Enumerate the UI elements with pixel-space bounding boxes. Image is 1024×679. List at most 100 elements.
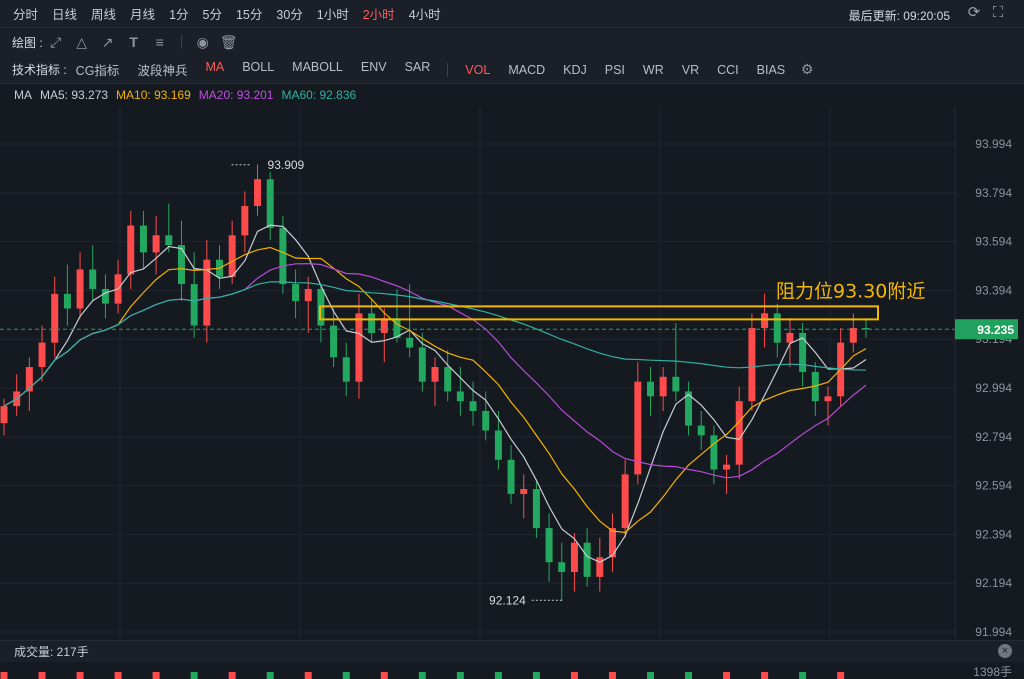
triangle-tool-icon[interactable]: △ [76,33,88,50]
candle-body [406,337,414,348]
indicators-label: 技术指标 : [12,63,67,77]
candle-body [25,367,33,392]
indicator-tab[interactable]: CCI [717,62,739,77]
volume-bar [380,672,388,679]
ma10-value: MA10: 93.169 [116,88,191,102]
toolbar-divider [180,35,182,49]
period-tab[interactable]: 15分 [235,8,263,22]
indicator-tab[interactable]: WR [642,62,664,77]
candle-body [228,235,236,277]
indicator-tab[interactable]: BOLL [242,60,275,74]
indicator-tab[interactable]: MA [205,60,225,74]
period-tab[interactable]: 1小时 [316,8,349,22]
indicator-tab[interactable]: KDJ [563,62,587,77]
refresh-icon[interactable]: ⟳ [967,4,981,21]
indicator-tab[interactable]: MACD [508,62,546,77]
period-toolbar: 分时 日线 周线 月线 1分 5分 15分 30分 1小时 2小时 4小时 [0,0,1024,28]
fullscreen-icon[interactable]: ⛶ [992,4,1004,21]
y-tick-label: 92.994 [975,381,1012,395]
candlestick-chart[interactable]: 93.99493.79493.59493.39493.19492.99492.7… [0,106,1024,640]
candle-body [431,367,439,382]
ma60-line [3,281,867,407]
indicator-tab[interactable]: VR [681,62,700,77]
candle-body [418,347,426,382]
candle-body [254,179,262,207]
candle-body [304,288,312,302]
indicator-tab[interactable]: ENV [360,60,387,74]
candle-body [824,396,832,402]
indicator-tab[interactable]: PSI [604,62,625,77]
candle-body [51,293,59,343]
volume-bar [608,672,616,679]
candle-body [279,227,287,285]
volume-bar [266,672,274,679]
drawing-label: 绘图 : [12,35,43,50]
period-tab[interactable]: 1分 [169,8,189,22]
period-tab[interactable]: 分时 [13,8,39,22]
period-tab[interactable]: 周线 [91,8,117,22]
resistance-label: 阻力位93.30附近 [776,280,925,302]
period-tab[interactable]: 4小时 [408,8,441,22]
arrow-tool-icon[interactable]: ↗ [101,33,114,50]
text-tool-icon[interactable]: T [129,34,138,50]
indicator-tab[interactable]: SAR [404,60,431,74]
fibonacci-tool-icon[interactable]: ≡ [155,34,164,50]
candle-body [368,313,376,333]
candle-body [139,225,147,253]
y-tick-label: 93.594 [975,235,1012,249]
candle-body [101,288,109,304]
current-price-label: 93.235 [977,323,1014,337]
candle-body [685,391,693,426]
ma10-line [3,246,867,534]
candle-body [647,381,654,397]
ma5-line [3,224,867,563]
ma-legend: MA MA5: 93.273 MA10: 93.169 MA20: 93.201… [0,84,1024,106]
volume-bar [799,672,807,679]
indicator-tab[interactable]: VOL [465,62,491,77]
period-tab[interactable]: 2小时 [362,8,395,22]
indicator-toolbar: 技术指标 : CG指标 波段神兵 MA BOLL MABOLL ENV SAR VOL MAC… [0,56,1024,84]
indicator-tab[interactable]: BIAS [756,62,786,77]
period-tab[interactable]: 5分 [202,8,222,22]
volume-bar [532,672,540,679]
candle-body [469,401,477,411]
volume-bar [114,672,122,679]
volume-label: 成交量: 217手 [14,645,89,659]
indicator-tab[interactable]: 波段神兵 [137,64,188,78]
candle-body [849,328,857,343]
volume-bar [190,672,198,679]
line-tool-icon[interactable]: ⤢ [50,33,62,50]
high-price-label: 93.909 [268,158,305,172]
candle-body [0,406,8,424]
volume-bar [152,672,160,679]
eye-icon[interactable]: ◉ [196,33,209,50]
candle-body [190,284,198,326]
candle-body [570,542,578,572]
y-tick-label: 92.194 [975,576,1012,590]
period-tab[interactable]: 日线 [52,8,78,22]
close-icon[interactable]: × [998,644,1012,658]
volume-bar [0,672,8,679]
candle-body [545,528,553,563]
period-tab[interactable]: 30分 [276,8,303,22]
period-tab[interactable]: 月线 [130,8,156,22]
trash-icon[interactable]: 🗑 [219,33,238,50]
candle-body [393,318,401,338]
volume-bar [761,672,769,679]
y-tick-label: 93.794 [975,186,1012,200]
volume-bar [76,672,84,679]
ma-legend-name: MA [14,88,32,102]
gear-icon[interactable]: ⚙ [800,61,814,77]
y-tick-label: 91.994 [975,625,1012,639]
indicator-tab[interactable]: CG指标 [75,64,120,78]
ma20-value: MA20: 93.201 [198,88,274,102]
candle-body [152,235,160,253]
indicator-tab[interactable]: MABOLL [292,60,343,74]
candle-body [177,245,185,285]
candle-body [710,435,718,470]
candle-body [203,259,211,326]
chart-background [0,106,1024,640]
candle-body [456,391,464,402]
volume-pane: 1398手 [0,665,1012,679]
volume-header: 成交量: 217手 × [0,640,1024,662]
